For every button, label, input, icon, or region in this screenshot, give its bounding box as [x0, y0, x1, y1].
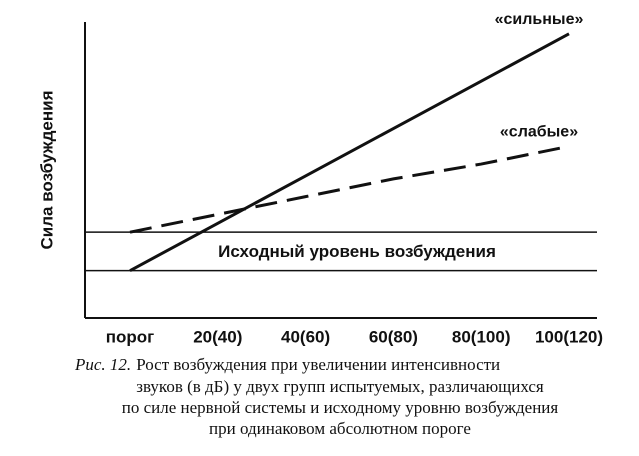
caption-line: Рис. 12. Рост возбуждения при увеличении … — [74, 355, 500, 374]
caption-text: Рост возбуждения при увеличении интенсив… — [136, 355, 500, 374]
series-label: «сильные» — [495, 11, 584, 28]
baseline-label: Исходный уровень возбуждения — [218, 242, 496, 261]
x-tick-label: 20(40) — [193, 327, 242, 346]
y-axis-label: Сила возбуждения — [37, 91, 56, 250]
x-tick-label: 60(80) — [369, 327, 418, 346]
series-label: «слабые» — [500, 124, 578, 141]
caption-line: звуков (в дБ) у двух групп испытуемых, р… — [136, 377, 544, 396]
x-tick-label: 40(60) — [281, 327, 330, 346]
x-tick-label: 100(120) — [535, 327, 603, 346]
x-tick-label: порог — [106, 327, 155, 346]
x-tick-label: 80(100) — [452, 327, 511, 346]
series-line — [129, 32, 570, 272]
caption-line: по силе нервной системы и исходному уров… — [122, 398, 559, 417]
caption-line: при одинаковом абсолютном пороге — [209, 419, 471, 438]
caption-label: Рис. 12. — [74, 355, 131, 374]
series-line — [129, 144, 570, 234]
